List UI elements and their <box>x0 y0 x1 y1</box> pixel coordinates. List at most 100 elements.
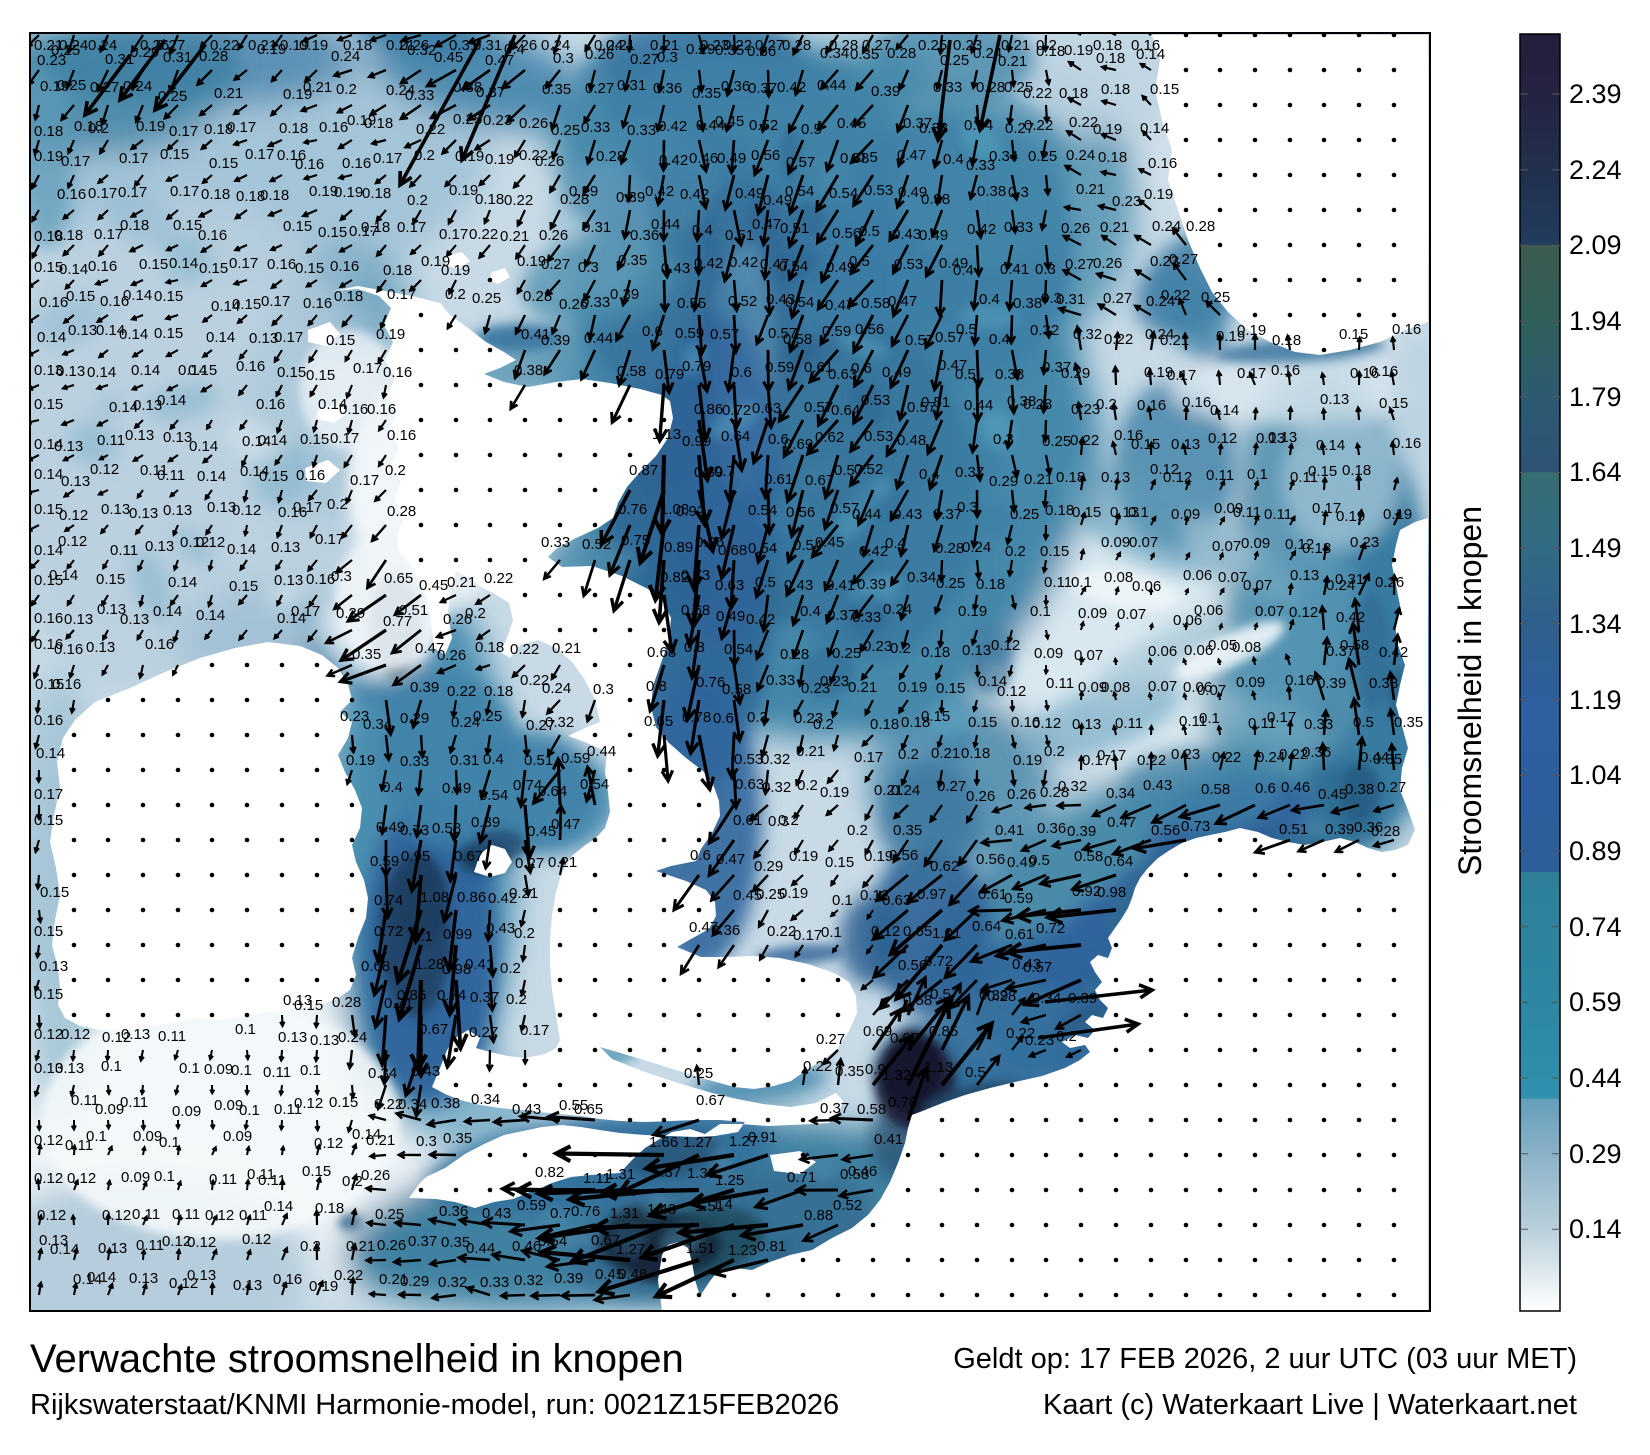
svg-text:0.21: 0.21 <box>796 743 825 760</box>
svg-text:0.14: 0.14 <box>157 392 186 409</box>
svg-text:0.32: 0.32 <box>761 751 790 768</box>
svg-text:0.06: 0.06 <box>1194 602 1223 619</box>
svg-text:0.74: 0.74 <box>513 777 542 794</box>
svg-text:0.33: 0.33 <box>1304 716 1333 733</box>
svg-text:0.08: 0.08 <box>1232 639 1261 656</box>
svg-text:0.17: 0.17 <box>373 150 402 167</box>
svg-text:0.13: 0.13 <box>1171 436 1200 453</box>
svg-text:0.14: 0.14 <box>240 463 269 480</box>
svg-text:0.23: 0.23 <box>700 37 729 54</box>
svg-text:0.22: 0.22 <box>210 37 239 54</box>
svg-text:1.27: 1.27 <box>616 1241 645 1258</box>
svg-text:1.31: 1.31 <box>610 1205 639 1222</box>
svg-text:0.17: 0.17 <box>229 255 258 272</box>
svg-text:0.13: 0.13 <box>133 397 162 414</box>
svg-text:0.38: 0.38 <box>514 362 543 379</box>
svg-text:0.25: 0.25 <box>1201 289 1230 306</box>
svg-text:0.12: 0.12 <box>187 1234 216 1251</box>
svg-text:0.09: 0.09 <box>204 1061 233 1078</box>
svg-text:0.12: 0.12 <box>1208 430 1237 447</box>
svg-text:0.16: 0.16 <box>198 227 227 244</box>
svg-text:0.18: 0.18 <box>1098 149 1127 166</box>
svg-text:0.09: 0.09 <box>223 1128 252 1145</box>
svg-text:0.59: 0.59 <box>1569 987 1622 1017</box>
svg-text:0.43: 0.43 <box>482 1205 511 1222</box>
svg-text:0.29: 0.29 <box>989 473 1018 490</box>
svg-text:0.59: 0.59 <box>765 359 794 376</box>
svg-text:0.26: 0.26 <box>508 37 537 54</box>
svg-text:0.47: 0.47 <box>551 816 580 833</box>
svg-text:0.27: 0.27 <box>541 256 570 273</box>
svg-text:0.24: 0.24 <box>883 601 912 618</box>
svg-text:0.89: 0.89 <box>664 539 693 556</box>
svg-text:0.14: 0.14 <box>49 567 78 584</box>
svg-text:0.13: 0.13 <box>101 501 130 518</box>
svg-text:0.33: 0.33 <box>541 534 570 551</box>
svg-text:0.1: 0.1 <box>1030 603 1051 620</box>
svg-text:0.16: 0.16 <box>342 155 371 172</box>
svg-text:0.56: 0.56 <box>832 225 861 242</box>
svg-text:0.64: 0.64 <box>972 918 1001 935</box>
svg-text:0.22: 0.22 <box>767 923 796 940</box>
svg-text:0.57: 0.57 <box>710 326 739 343</box>
svg-text:0.5: 0.5 <box>955 366 976 383</box>
svg-text:0.18: 0.18 <box>1096 50 1125 67</box>
svg-text:0.57: 0.57 <box>786 154 815 171</box>
svg-text:0.72: 0.72 <box>374 923 403 940</box>
svg-text:0.16: 0.16 <box>330 258 359 275</box>
svg-text:0.12: 0.12 <box>34 1026 63 1043</box>
svg-text:0.17: 0.17 <box>1312 500 1341 517</box>
svg-text:0.11: 0.11 <box>65 1137 93 1154</box>
svg-text:0.86: 0.86 <box>457 889 486 906</box>
svg-text:0.36: 0.36 <box>630 227 659 244</box>
svg-text:0.39: 0.39 <box>857 576 886 593</box>
svg-text:0.25: 0.25 <box>551 122 580 139</box>
svg-text:0.13: 0.13 <box>61 473 90 490</box>
svg-text:0.22: 0.22 <box>447 683 476 700</box>
svg-text:0.16: 0.16 <box>145 636 174 653</box>
svg-text:0.21: 0.21 <box>874 782 903 799</box>
svg-text:0.13: 0.13 <box>271 539 300 556</box>
svg-text:0.15: 0.15 <box>306 367 335 384</box>
svg-text:0.4: 0.4 <box>943 151 964 168</box>
svg-text:0.1: 0.1 <box>101 1058 122 1075</box>
svg-text:0.2: 0.2 <box>797 777 818 794</box>
svg-text:0.13: 0.13 <box>278 1029 307 1046</box>
svg-text:0.17: 0.17 <box>169 123 198 140</box>
svg-text:0.17: 0.17 <box>274 329 303 346</box>
svg-text:0.58: 0.58 <box>1074 848 1103 865</box>
svg-text:0.43: 0.43 <box>893 506 922 523</box>
svg-text:0.21: 0.21 <box>1160 332 1189 349</box>
svg-text:0.24: 0.24 <box>1256 749 1285 766</box>
svg-text:0.25: 0.25 <box>57 77 86 94</box>
svg-text:0.14: 0.14 <box>169 255 198 272</box>
svg-text:0.28: 0.28 <box>829 37 858 54</box>
svg-text:0.3: 0.3 <box>578 259 599 276</box>
svg-text:0.23: 0.23 <box>863 638 892 655</box>
svg-text:1.64: 1.64 <box>1569 457 1622 487</box>
svg-text:0.54: 0.54 <box>724 641 753 658</box>
svg-text:0.06: 0.06 <box>1173 612 1202 629</box>
svg-text:0.28: 0.28 <box>887 45 916 62</box>
svg-text:0.19: 0.19 <box>958 603 987 620</box>
svg-text:0.2: 0.2 <box>385 462 406 479</box>
svg-text:0.36: 0.36 <box>1037 820 1066 837</box>
svg-text:0.33: 0.33 <box>581 119 610 136</box>
svg-text:0.73: 0.73 <box>1181 818 1210 835</box>
svg-text:0.13: 0.13 <box>145 538 174 555</box>
svg-text:0.42: 0.42 <box>658 118 687 135</box>
svg-text:0.15: 0.15 <box>1308 463 1337 480</box>
svg-text:0.76: 0.76 <box>696 674 725 691</box>
svg-text:0.15: 0.15 <box>1131 436 1160 453</box>
svg-text:0.12: 0.12 <box>1163 469 1192 486</box>
svg-text:0.15: 0.15 <box>34 396 63 413</box>
svg-text:0.22: 0.22 <box>1069 114 1098 131</box>
svg-text:0.1: 0.1 <box>1128 504 1149 521</box>
svg-text:0.15: 0.15 <box>318 224 347 241</box>
svg-text:0.28: 0.28 <box>1040 784 1069 801</box>
svg-text:0.16: 0.16 <box>34 712 63 729</box>
svg-text:0.1: 0.1 <box>300 1062 321 1079</box>
svg-text:0.38: 0.38 <box>1345 781 1374 798</box>
svg-text:0.23: 0.23 <box>340 708 369 725</box>
svg-text:0.11: 0.11 <box>158 1028 186 1045</box>
